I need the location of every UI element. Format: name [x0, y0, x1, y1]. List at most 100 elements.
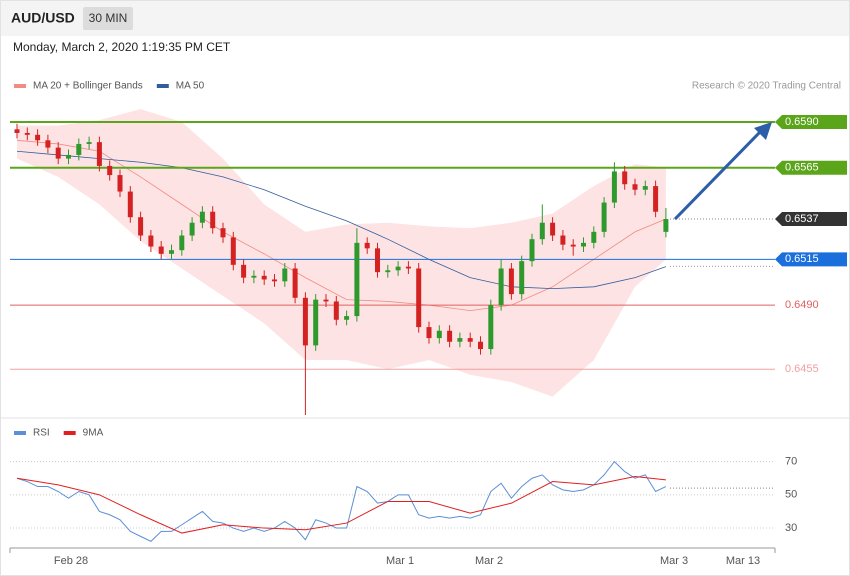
- candle-body: [498, 268, 504, 306]
- candle-body: [601, 202, 607, 232]
- x-tick-label: Mar 13: [726, 555, 760, 567]
- candle-body: [591, 231, 597, 243]
- candle-body: [642, 186, 648, 190]
- candle-body: [45, 140, 51, 148]
- candle-body: [467, 338, 473, 342]
- candle-body: [457, 338, 463, 342]
- candle-body: [86, 142, 92, 144]
- interval: 30 MIN: [89, 11, 128, 25]
- candle-body: [663, 219, 669, 232]
- candle-body: [55, 147, 61, 159]
- forecast-arrowhead: [754, 121, 772, 140]
- candle-body: [478, 341, 483, 350]
- candle-body: [179, 235, 185, 251]
- candle-body: [313, 299, 319, 346]
- interval-badge: [83, 7, 133, 30]
- candle-body: [385, 270, 391, 273]
- candle-body: [426, 327, 432, 339]
- candle-body: [632, 184, 638, 190]
- candle-body: [405, 266, 411, 269]
- candle-body: [519, 261, 525, 295]
- candle-body: [14, 129, 20, 133]
- legend-swatch: [63, 431, 76, 435]
- level-label: 0.6515: [785, 253, 819, 265]
- candle-body: [611, 171, 617, 203]
- symbol: AUD/USD: [11, 10, 75, 26]
- rsi-ma-line: [16, 476, 666, 534]
- candle-body: [199, 211, 205, 223]
- level-label: 0.6590: [785, 116, 819, 128]
- legend-label: MA 20 + Bollinger Bands: [33, 81, 143, 92]
- candle-body: [220, 228, 226, 238]
- legend-label: 9MA: [83, 428, 104, 439]
- candle-body: [96, 142, 102, 166]
- candle-body: [508, 268, 514, 295]
- x-tick-label: Mar 2: [475, 555, 503, 567]
- credit: Research © 2020 Trading Central: [692, 81, 841, 92]
- candle-body: [302, 297, 308, 346]
- legend-swatch: [14, 431, 26, 435]
- level-tag: [775, 114, 847, 129]
- candle-body: [333, 301, 339, 320]
- legend-swatch: [156, 84, 169, 88]
- candle-body: [272, 279, 277, 282]
- candle-body: [447, 330, 453, 342]
- level-tag: [775, 212, 847, 227]
- candle-body: [560, 235, 566, 245]
- candle-body: [282, 268, 288, 282]
- candle-body: [323, 299, 329, 302]
- candle-body: [395, 266, 401, 271]
- bollinger-band: [17, 109, 666, 397]
- candle-body: [550, 222, 556, 236]
- candle-body: [364, 242, 370, 249]
- candle-body: [127, 191, 133, 218]
- candle-body: [570, 244, 576, 247]
- legend-label: RSI: [33, 428, 50, 439]
- candle-body: [230, 237, 236, 265]
- candle-body: [344, 316, 350, 320]
- candle-body: [76, 143, 82, 155]
- candle-body: [66, 154, 71, 159]
- candle-body: [251, 275, 257, 278]
- candle-body: [24, 132, 30, 135]
- candle-body: [354, 242, 360, 317]
- ma50-line: [16, 150, 667, 290]
- y-tick-label: 50: [785, 489, 797, 501]
- candle-body: [148, 235, 154, 247]
- timestamp: Monday, March 2, 2020 1:19:35 PM CET: [13, 40, 231, 54]
- candle-body: [488, 305, 494, 350]
- candle-body: [35, 134, 41, 141]
- level-tag: [775, 160, 847, 175]
- header-bar: [1, 1, 849, 36]
- candle-body: [189, 222, 195, 236]
- candle-body: [241, 264, 247, 278]
- candle-body: [117, 175, 123, 192]
- candle-body: [138, 217, 144, 236]
- candle-body: [436, 330, 442, 339]
- candle-body: [539, 222, 545, 240]
- level-label: 0.6455: [785, 363, 819, 375]
- candle-body: [107, 165, 113, 176]
- candle-body: [375, 248, 380, 273]
- candle-body: [292, 268, 298, 298]
- level-label: 0.6490: [785, 299, 819, 311]
- candle-body: [581, 242, 586, 247]
- level-label: 0.6565: [785, 162, 819, 174]
- candle-body: [210, 211, 216, 229]
- candle-body: [158, 246, 164, 254]
- legend-swatch: [14, 84, 26, 88]
- x-tick-label: Feb 28: [54, 555, 88, 567]
- candle-body: [622, 171, 628, 185]
- y-tick-label: 70: [785, 456, 797, 468]
- candle-body: [261, 275, 267, 280]
- candle-body: [653, 186, 659, 212]
- level-tag: [775, 252, 847, 267]
- x-tick-label: Mar 3: [660, 555, 688, 567]
- candle-body: [416, 268, 422, 328]
- y-tick-label: 30: [785, 522, 797, 534]
- forecast-arrow: [673, 128, 764, 221]
- level-label: 0.6537: [785, 213, 819, 225]
- legend-label: MA 50: [176, 81, 205, 92]
- rsi-line: [16, 460, 667, 542]
- candle-body: [529, 239, 535, 262]
